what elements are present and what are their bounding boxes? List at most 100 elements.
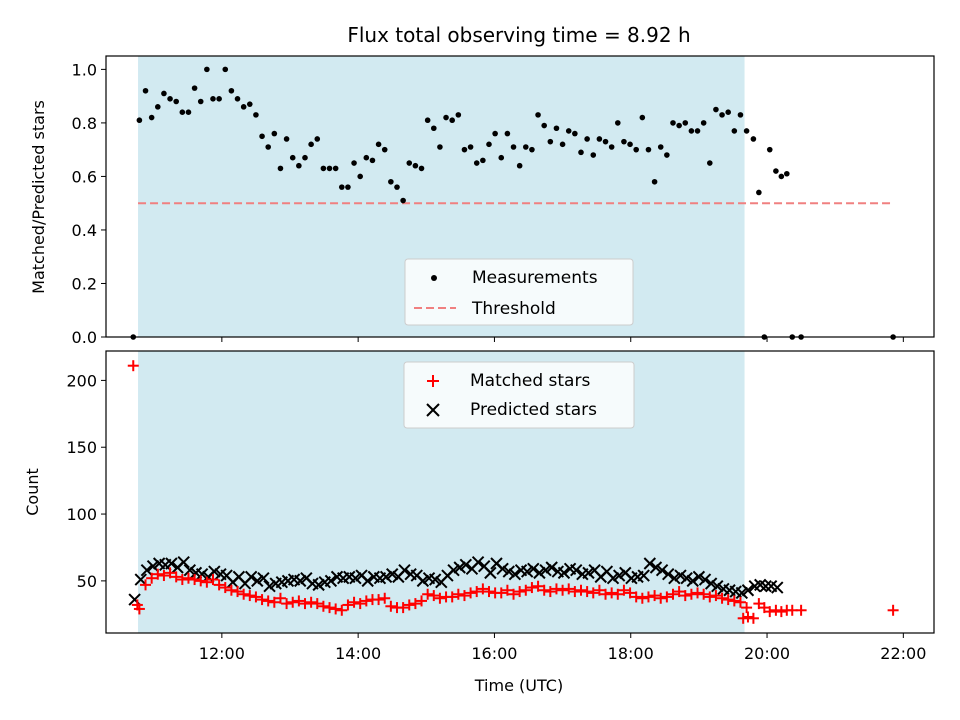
measurement-point	[535, 112, 541, 118]
top-legend-box	[404, 258, 634, 326]
predicted-point	[502, 565, 515, 578]
predicted-point	[692, 570, 706, 584]
predicted-point	[643, 557, 657, 570]
predicted-point	[386, 567, 399, 581]
measurement-point	[657, 144, 664, 150]
matched-point	[636, 592, 648, 604]
measurement-point	[308, 141, 314, 148]
measurement-point	[565, 128, 572, 134]
matched-point	[685, 588, 697, 600]
measurement-point	[430, 125, 437, 132]
y-tick-label: 0.0	[72, 328, 97, 347]
matched-point	[612, 588, 624, 600]
matched-point	[256, 594, 268, 606]
predicted-point	[557, 566, 571, 580]
predicted-point	[244, 570, 258, 584]
measurement-point	[345, 184, 351, 190]
measurement-point	[522, 144, 529, 150]
matched-point	[219, 582, 231, 594]
y-tick-label: 200	[66, 371, 97, 390]
predicted-point	[570, 563, 583, 577]
matched-point	[563, 583, 575, 595]
predicted-point	[257, 571, 270, 585]
matched-point	[213, 579, 225, 591]
predicted-point	[447, 563, 460, 577]
measurement-point	[449, 117, 455, 124]
matched-point	[575, 584, 587, 596]
legend-matched-marker	[427, 375, 439, 387]
matched-point	[287, 596, 299, 608]
measurement-point	[578, 149, 584, 156]
matched-point	[299, 598, 311, 610]
measurement-point	[173, 98, 179, 105]
predicted-points	[128, 555, 784, 606]
chart-title: Flux total observing time = 8.92 h	[347, 23, 690, 47]
matched-point	[538, 584, 550, 596]
predicted-point	[251, 574, 264, 588]
measurement-point	[706, 160, 713, 166]
bottom-panel: 50 100 150 200 12:00 14:00 16:00 18:00 20:00 22:…	[23, 350, 935, 695]
matched-point	[170, 571, 182, 583]
matched-point	[164, 567, 176, 579]
matched-point	[244, 590, 256, 602]
matched-point	[336, 604, 348, 616]
legend-predicted-marker	[426, 403, 440, 417]
y-tick-label: 0.4	[72, 221, 97, 240]
predicted-point	[146, 559, 160, 573]
predicted-point	[759, 580, 772, 593]
bottom-axes-frame	[105, 350, 935, 634]
predicted-point	[533, 566, 546, 580]
matched-point	[600, 588, 612, 600]
measurement-point	[136, 117, 143, 124]
predicted-point	[741, 584, 755, 597]
measurement-point	[766, 146, 773, 153]
matched-point	[452, 588, 464, 600]
matched-point	[704, 591, 716, 603]
measurement-point	[731, 128, 738, 134]
measurement-point	[332, 165, 339, 172]
measurement-point	[608, 144, 615, 150]
matched-point	[661, 591, 673, 603]
measurement-point	[670, 120, 676, 126]
measurement-point	[388, 178, 394, 185]
measurement-point	[326, 165, 333, 172]
legend-measurements-label: Measurements	[472, 268, 598, 288]
matched-point	[764, 606, 776, 618]
measurement-point	[142, 87, 149, 94]
predicted-point	[165, 557, 178, 570]
measurement-point	[553, 125, 560, 132]
measurement-point	[253, 112, 259, 118]
matched-point	[281, 598, 293, 610]
predicted-point	[698, 573, 712, 586]
predicted-point	[649, 561, 663, 574]
predicted-point	[208, 565, 221, 578]
predicted-point	[680, 571, 693, 585]
measurement-point	[289, 154, 296, 161]
top-x-ticks	[221, 337, 904, 342]
measurement-point	[651, 178, 658, 185]
measurement-point	[627, 141, 633, 148]
matched-point	[458, 590, 470, 602]
predicted-point	[606, 571, 620, 585]
predicted-point	[140, 563, 154, 577]
matched-point	[737, 612, 749, 624]
measurement-point	[498, 154, 505, 161]
x-tick-label: 12:00	[199, 644, 245, 663]
bottom-legend: Matched stars Predicted stars	[403, 361, 635, 429]
matched-point	[795, 604, 807, 616]
predicted-point	[428, 573, 442, 586]
measurement-point	[645, 146, 652, 153]
measurement-point	[750, 136, 757, 142]
predicted-point	[484, 566, 497, 580]
measurement-point	[547, 138, 554, 145]
predicted-point	[612, 569, 626, 582]
y-tick-label: 1.0	[72, 60, 97, 79]
measurement-point	[296, 162, 302, 169]
top-legend: Measurements Threshold	[404, 258, 634, 326]
matched-point	[250, 591, 262, 603]
y-tick-label: 100	[66, 505, 97, 524]
matched-point	[146, 572, 158, 584]
measurement-point	[154, 104, 161, 110]
measurement-point	[265, 144, 271, 150]
